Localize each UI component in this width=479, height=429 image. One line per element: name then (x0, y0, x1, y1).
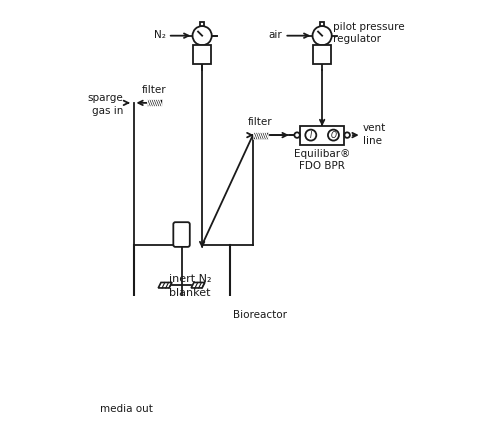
Circle shape (187, 314, 192, 319)
Text: Equilibar®
FDO BPR: Equilibar® FDO BPR (294, 149, 350, 171)
Text: vent
line: vent line (363, 123, 386, 145)
Polygon shape (134, 310, 229, 351)
Bar (193, 45, 211, 64)
Bar (147, 100, 162, 106)
Circle shape (168, 320, 173, 325)
Text: sparge
gas in: sparge gas in (88, 93, 123, 116)
Text: air: air (269, 30, 282, 40)
Circle shape (305, 130, 316, 141)
Text: pilot pressure
regulator: pilot pressure regulator (333, 22, 405, 44)
Text: I: I (310, 130, 312, 139)
Bar (313, 45, 331, 64)
Circle shape (182, 319, 187, 324)
Bar (169, 329, 194, 335)
Bar (253, 132, 268, 139)
Text: N₂: N₂ (154, 30, 166, 40)
FancyBboxPatch shape (173, 222, 190, 247)
Circle shape (193, 26, 212, 45)
Circle shape (181, 312, 185, 317)
Text: filter: filter (248, 117, 273, 127)
Bar (320, 22, 324, 26)
Polygon shape (134, 351, 229, 399)
Circle shape (189, 320, 194, 326)
Circle shape (328, 130, 339, 141)
Text: inert N₂
blanket: inert N₂ blanket (169, 275, 211, 298)
Text: filter: filter (142, 85, 166, 95)
Polygon shape (191, 308, 205, 314)
Polygon shape (191, 282, 205, 288)
Circle shape (344, 133, 350, 138)
Text: Bioreactor: Bioreactor (233, 310, 287, 320)
Text: media out: media out (100, 404, 153, 414)
Polygon shape (158, 308, 172, 314)
Bar (300, 126, 344, 145)
Circle shape (295, 133, 300, 138)
Text: O: O (331, 130, 336, 139)
Circle shape (175, 319, 180, 323)
Bar (200, 22, 204, 26)
Circle shape (312, 26, 332, 45)
Circle shape (172, 313, 177, 318)
Polygon shape (158, 282, 172, 288)
